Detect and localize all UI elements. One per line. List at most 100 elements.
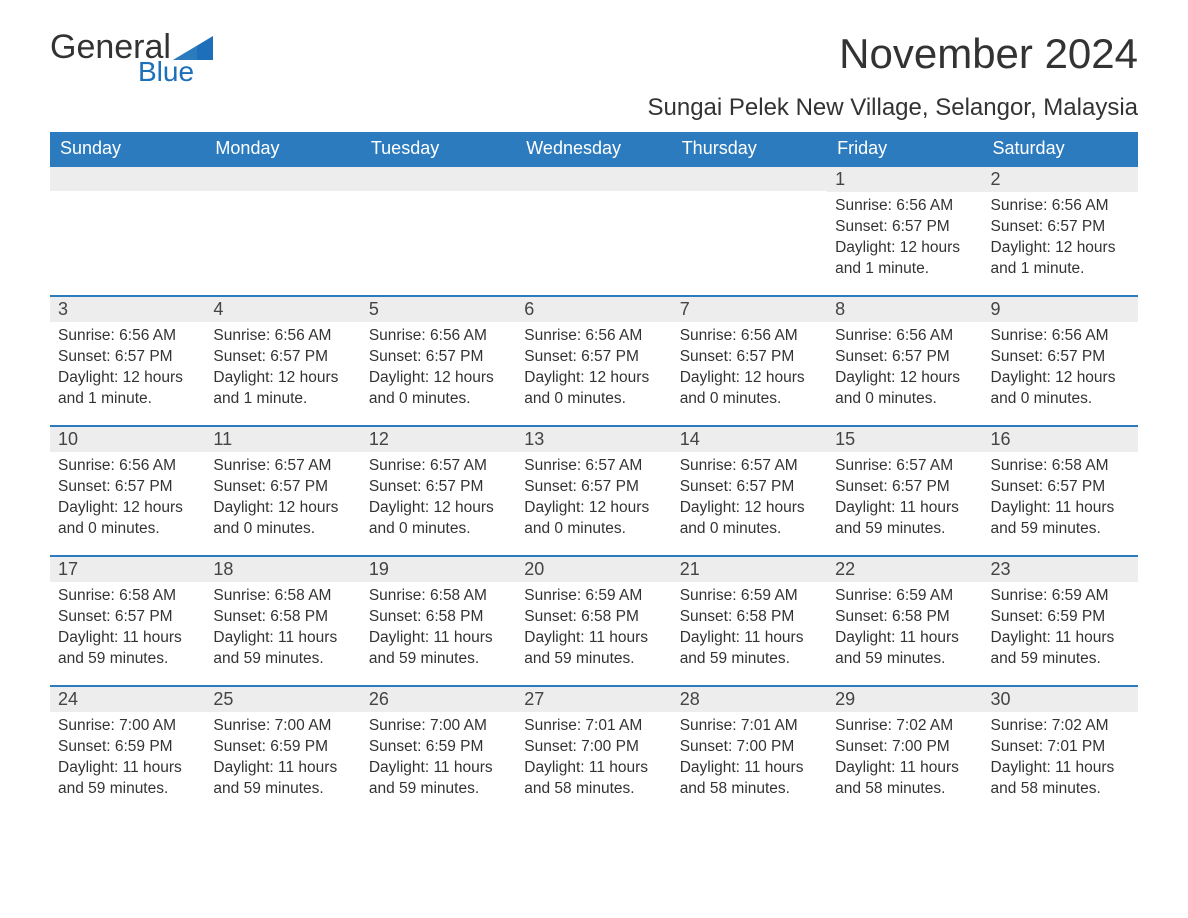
calendar-day-cell [672, 166, 827, 296]
sunset-text: Sunset: 6:57 PM [991, 477, 1130, 498]
calendar-day-cell: 1Sunrise: 6:56 AMSunset: 6:57 PMDaylight… [827, 166, 982, 296]
sunset-text: Sunset: 6:57 PM [680, 347, 819, 368]
daylight-text: Daylight: 12 hours and 0 minutes. [369, 498, 508, 540]
daylight-text: Daylight: 11 hours and 59 minutes. [213, 758, 352, 800]
calendar-day-cell: 22Sunrise: 6:59 AMSunset: 6:58 PMDayligh… [827, 556, 982, 686]
sunrise-text: Sunrise: 7:01 AM [680, 716, 819, 737]
daylight-text: Daylight: 11 hours and 58 minutes. [991, 758, 1130, 800]
day-number: 5 [361, 297, 516, 322]
calendar-day-cell: 3Sunrise: 6:56 AMSunset: 6:57 PMDaylight… [50, 296, 205, 426]
sunset-text: Sunset: 6:57 PM [835, 477, 974, 498]
sunrise-text: Sunrise: 6:56 AM [58, 456, 197, 477]
day-content: Sunrise: 7:01 AMSunset: 7:00 PMDaylight:… [516, 712, 671, 804]
sunrise-text: Sunrise: 6:56 AM [58, 326, 197, 347]
day-number: 23 [983, 557, 1138, 582]
sunset-text: Sunset: 6:57 PM [58, 477, 197, 498]
calendar-day-cell: 4Sunrise: 6:56 AMSunset: 6:57 PMDaylight… [205, 296, 360, 426]
location-label: Sungai Pelek New Village, Selangor, Mala… [647, 94, 1138, 122]
calendar-day-cell: 24Sunrise: 7:00 AMSunset: 6:59 PMDayligh… [50, 686, 205, 816]
day-number: 22 [827, 557, 982, 582]
calendar-day-cell: 30Sunrise: 7:02 AMSunset: 7:01 PMDayligh… [983, 686, 1138, 816]
day-number: 26 [361, 687, 516, 712]
page-header: General Blue November 2024 Sungai Pelek … [50, 30, 1138, 122]
sunset-text: Sunset: 6:57 PM [835, 347, 974, 368]
daylight-text: Daylight: 12 hours and 1 minute. [835, 238, 974, 280]
daylight-text: Daylight: 11 hours and 59 minutes. [213, 628, 352, 670]
weekday-header: Saturday [983, 132, 1138, 166]
day-content: Sunrise: 6:56 AMSunset: 6:57 PMDaylight:… [827, 192, 982, 284]
calendar-day-cell: 16Sunrise: 6:58 AMSunset: 6:57 PMDayligh… [983, 426, 1138, 556]
day-number: 12 [361, 427, 516, 452]
calendar-day-cell: 25Sunrise: 7:00 AMSunset: 6:59 PMDayligh… [205, 686, 360, 816]
calendar-day-cell: 14Sunrise: 6:57 AMSunset: 6:57 PMDayligh… [672, 426, 827, 556]
day-number: 28 [672, 687, 827, 712]
day-content: Sunrise: 6:56 AMSunset: 6:57 PMDaylight:… [50, 452, 205, 544]
day-number: 11 [205, 427, 360, 452]
calendar-day-cell [50, 166, 205, 296]
sunrise-text: Sunrise: 6:58 AM [213, 586, 352, 607]
day-content: Sunrise: 6:56 AMSunset: 6:57 PMDaylight:… [827, 322, 982, 414]
day-content: Sunrise: 6:56 AMSunset: 6:57 PMDaylight:… [361, 322, 516, 414]
daylight-text: Daylight: 11 hours and 59 minutes. [369, 758, 508, 800]
logo-word2: Blue [138, 58, 213, 86]
daylight-text: Daylight: 12 hours and 0 minutes. [58, 498, 197, 540]
sunset-text: Sunset: 6:59 PM [369, 737, 508, 758]
weekday-header: Wednesday [516, 132, 671, 166]
calendar-day-cell [361, 166, 516, 296]
daylight-text: Daylight: 12 hours and 0 minutes. [369, 368, 508, 410]
daylight-text: Daylight: 11 hours and 58 minutes. [835, 758, 974, 800]
month-title: November 2024 [647, 30, 1138, 78]
day-content: Sunrise: 6:58 AMSunset: 6:58 PMDaylight:… [361, 582, 516, 674]
weekday-header: Tuesday [361, 132, 516, 166]
sunrise-text: Sunrise: 6:59 AM [680, 586, 819, 607]
sunrise-text: Sunrise: 7:00 AM [58, 716, 197, 737]
day-content: Sunrise: 6:57 AMSunset: 6:57 PMDaylight:… [361, 452, 516, 544]
daylight-text: Daylight: 12 hours and 1 minute. [213, 368, 352, 410]
calendar-day-cell: 11Sunrise: 6:57 AMSunset: 6:57 PMDayligh… [205, 426, 360, 556]
day-content: Sunrise: 6:56 AMSunset: 6:57 PMDaylight:… [672, 322, 827, 414]
sunset-text: Sunset: 7:00 PM [835, 737, 974, 758]
calendar-week-row: 1Sunrise: 6:56 AMSunset: 6:57 PMDaylight… [50, 166, 1138, 296]
daylight-text: Daylight: 11 hours and 59 minutes. [991, 628, 1130, 670]
calendar-day-cell: 28Sunrise: 7:01 AMSunset: 7:00 PMDayligh… [672, 686, 827, 816]
sunrise-text: Sunrise: 6:56 AM [991, 196, 1130, 217]
day-content: Sunrise: 7:00 AMSunset: 6:59 PMDaylight:… [50, 712, 205, 804]
sunset-text: Sunset: 7:00 PM [524, 737, 663, 758]
calendar-day-cell: 2Sunrise: 6:56 AMSunset: 6:57 PMDaylight… [983, 166, 1138, 296]
calendar-day-cell: 29Sunrise: 7:02 AMSunset: 7:00 PMDayligh… [827, 686, 982, 816]
logo: General Blue [50, 30, 213, 86]
calendar-day-cell: 18Sunrise: 6:58 AMSunset: 6:58 PMDayligh… [205, 556, 360, 686]
sunset-text: Sunset: 6:57 PM [58, 607, 197, 628]
day-number: 8 [827, 297, 982, 322]
calendar-day-cell: 27Sunrise: 7:01 AMSunset: 7:00 PMDayligh… [516, 686, 671, 816]
day-number: 27 [516, 687, 671, 712]
calendar-day-cell: 12Sunrise: 6:57 AMSunset: 6:57 PMDayligh… [361, 426, 516, 556]
sunset-text: Sunset: 6:57 PM [58, 347, 197, 368]
day-number [205, 167, 360, 191]
sunrise-text: Sunrise: 7:01 AM [524, 716, 663, 737]
calendar-week-row: 3Sunrise: 6:56 AMSunset: 6:57 PMDaylight… [50, 296, 1138, 426]
day-number: 15 [827, 427, 982, 452]
sunrise-text: Sunrise: 6:58 AM [991, 456, 1130, 477]
day-content: Sunrise: 6:56 AMSunset: 6:57 PMDaylight:… [205, 322, 360, 414]
sunset-text: Sunset: 7:01 PM [991, 737, 1130, 758]
weekday-header: Monday [205, 132, 360, 166]
calendar-week-row: 10Sunrise: 6:56 AMSunset: 6:57 PMDayligh… [50, 426, 1138, 556]
weekday-row: Sunday Monday Tuesday Wednesday Thursday… [50, 132, 1138, 166]
calendar-day-cell: 20Sunrise: 6:59 AMSunset: 6:58 PMDayligh… [516, 556, 671, 686]
sunset-text: Sunset: 6:57 PM [369, 477, 508, 498]
calendar-day-cell: 19Sunrise: 6:58 AMSunset: 6:58 PMDayligh… [361, 556, 516, 686]
day-number: 29 [827, 687, 982, 712]
weekday-header: Sunday [50, 132, 205, 166]
daylight-text: Daylight: 11 hours and 59 minutes. [58, 628, 197, 670]
daylight-text: Daylight: 12 hours and 0 minutes. [524, 368, 663, 410]
day-content: Sunrise: 6:56 AMSunset: 6:57 PMDaylight:… [983, 192, 1138, 284]
sunset-text: Sunset: 7:00 PM [680, 737, 819, 758]
sunset-text: Sunset: 6:57 PM [213, 347, 352, 368]
day-content: Sunrise: 7:02 AMSunset: 7:00 PMDaylight:… [827, 712, 982, 804]
day-number: 17 [50, 557, 205, 582]
day-number: 3 [50, 297, 205, 322]
day-content: Sunrise: 7:00 AMSunset: 6:59 PMDaylight:… [361, 712, 516, 804]
calendar-day-cell [205, 166, 360, 296]
daylight-text: Daylight: 12 hours and 0 minutes. [680, 368, 819, 410]
